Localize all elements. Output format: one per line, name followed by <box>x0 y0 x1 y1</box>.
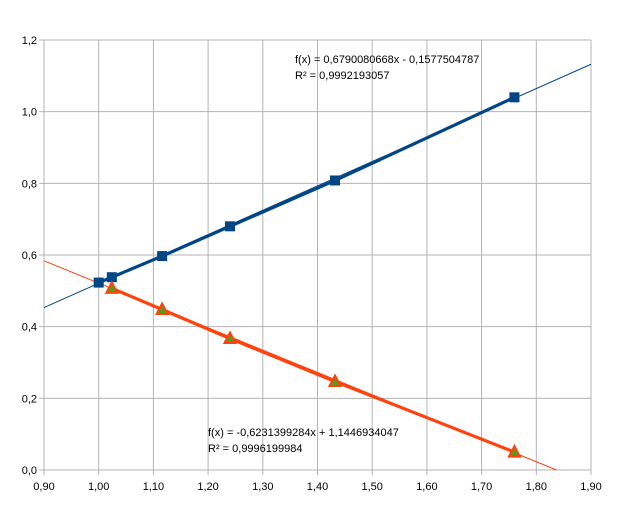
y-tick-label: 0,8 <box>22 178 37 190</box>
y-tick-label: 1,2 <box>22 35 37 47</box>
data-point-square <box>106 272 117 283</box>
axes <box>39 39 592 475</box>
x-tick-label: 1,00 <box>88 481 109 493</box>
x-tick-label: 1,50 <box>361 481 382 493</box>
x-tick-label: 1,10 <box>143 481 164 493</box>
data-point-triangle <box>104 280 119 294</box>
tick-labels: 0,0 0,2 0,4 0,6 0,8 1,0 1,2 0,90 1,00 1,10 1,20 1,3… <box>22 35 602 493</box>
x-tick-label: 1,80 <box>526 481 547 493</box>
data-point-square <box>224 221 235 232</box>
markers <box>93 92 522 458</box>
y-tick-label: 0,4 <box>22 322 37 334</box>
x-tick-label: 1,40 <box>307 481 328 493</box>
data-point-square <box>330 175 341 186</box>
annotations: f(x) = 0,6790080668x - 0,1577504787 R² =… <box>208 54 479 455</box>
y-tick-label: 1,0 <box>22 107 37 119</box>
data-point-triangle <box>327 373 343 387</box>
data-point-square <box>157 251 168 262</box>
grid <box>43 39 592 471</box>
y-tick-label: 0,0 <box>22 465 37 477</box>
x-tick-label: 0,90 <box>33 481 54 493</box>
data-point-triangle <box>507 443 522 458</box>
x-tick-label: 1,30 <box>252 481 273 493</box>
data-point-triangle <box>154 301 170 315</box>
trendline-r2-1: R² = 0,9992193057 <box>295 70 390 82</box>
data-point-triangle <box>222 330 238 344</box>
data-point-square <box>93 277 104 288</box>
x-tick-label: 1,60 <box>416 481 437 493</box>
y-tick-label: 0,6 <box>22 250 37 262</box>
x-tick-label: 1,70 <box>471 481 492 493</box>
y-tick-label: 0,2 <box>22 393 37 405</box>
series <box>98 95 516 454</box>
x-tick-label: 1,90 <box>580 481 601 493</box>
x-tick-label: 1,20 <box>197 481 218 493</box>
trendline-r2-2: R² = 0,9996199984 <box>208 443 303 455</box>
trendline-equation-1: f(x) = 0,6790080668x - 0,1577504787 <box>295 54 479 66</box>
trendline-equation-2: f(x) = -0,6231399284x + 1,1446934047 <box>208 427 399 439</box>
data-point-square <box>509 92 520 103</box>
